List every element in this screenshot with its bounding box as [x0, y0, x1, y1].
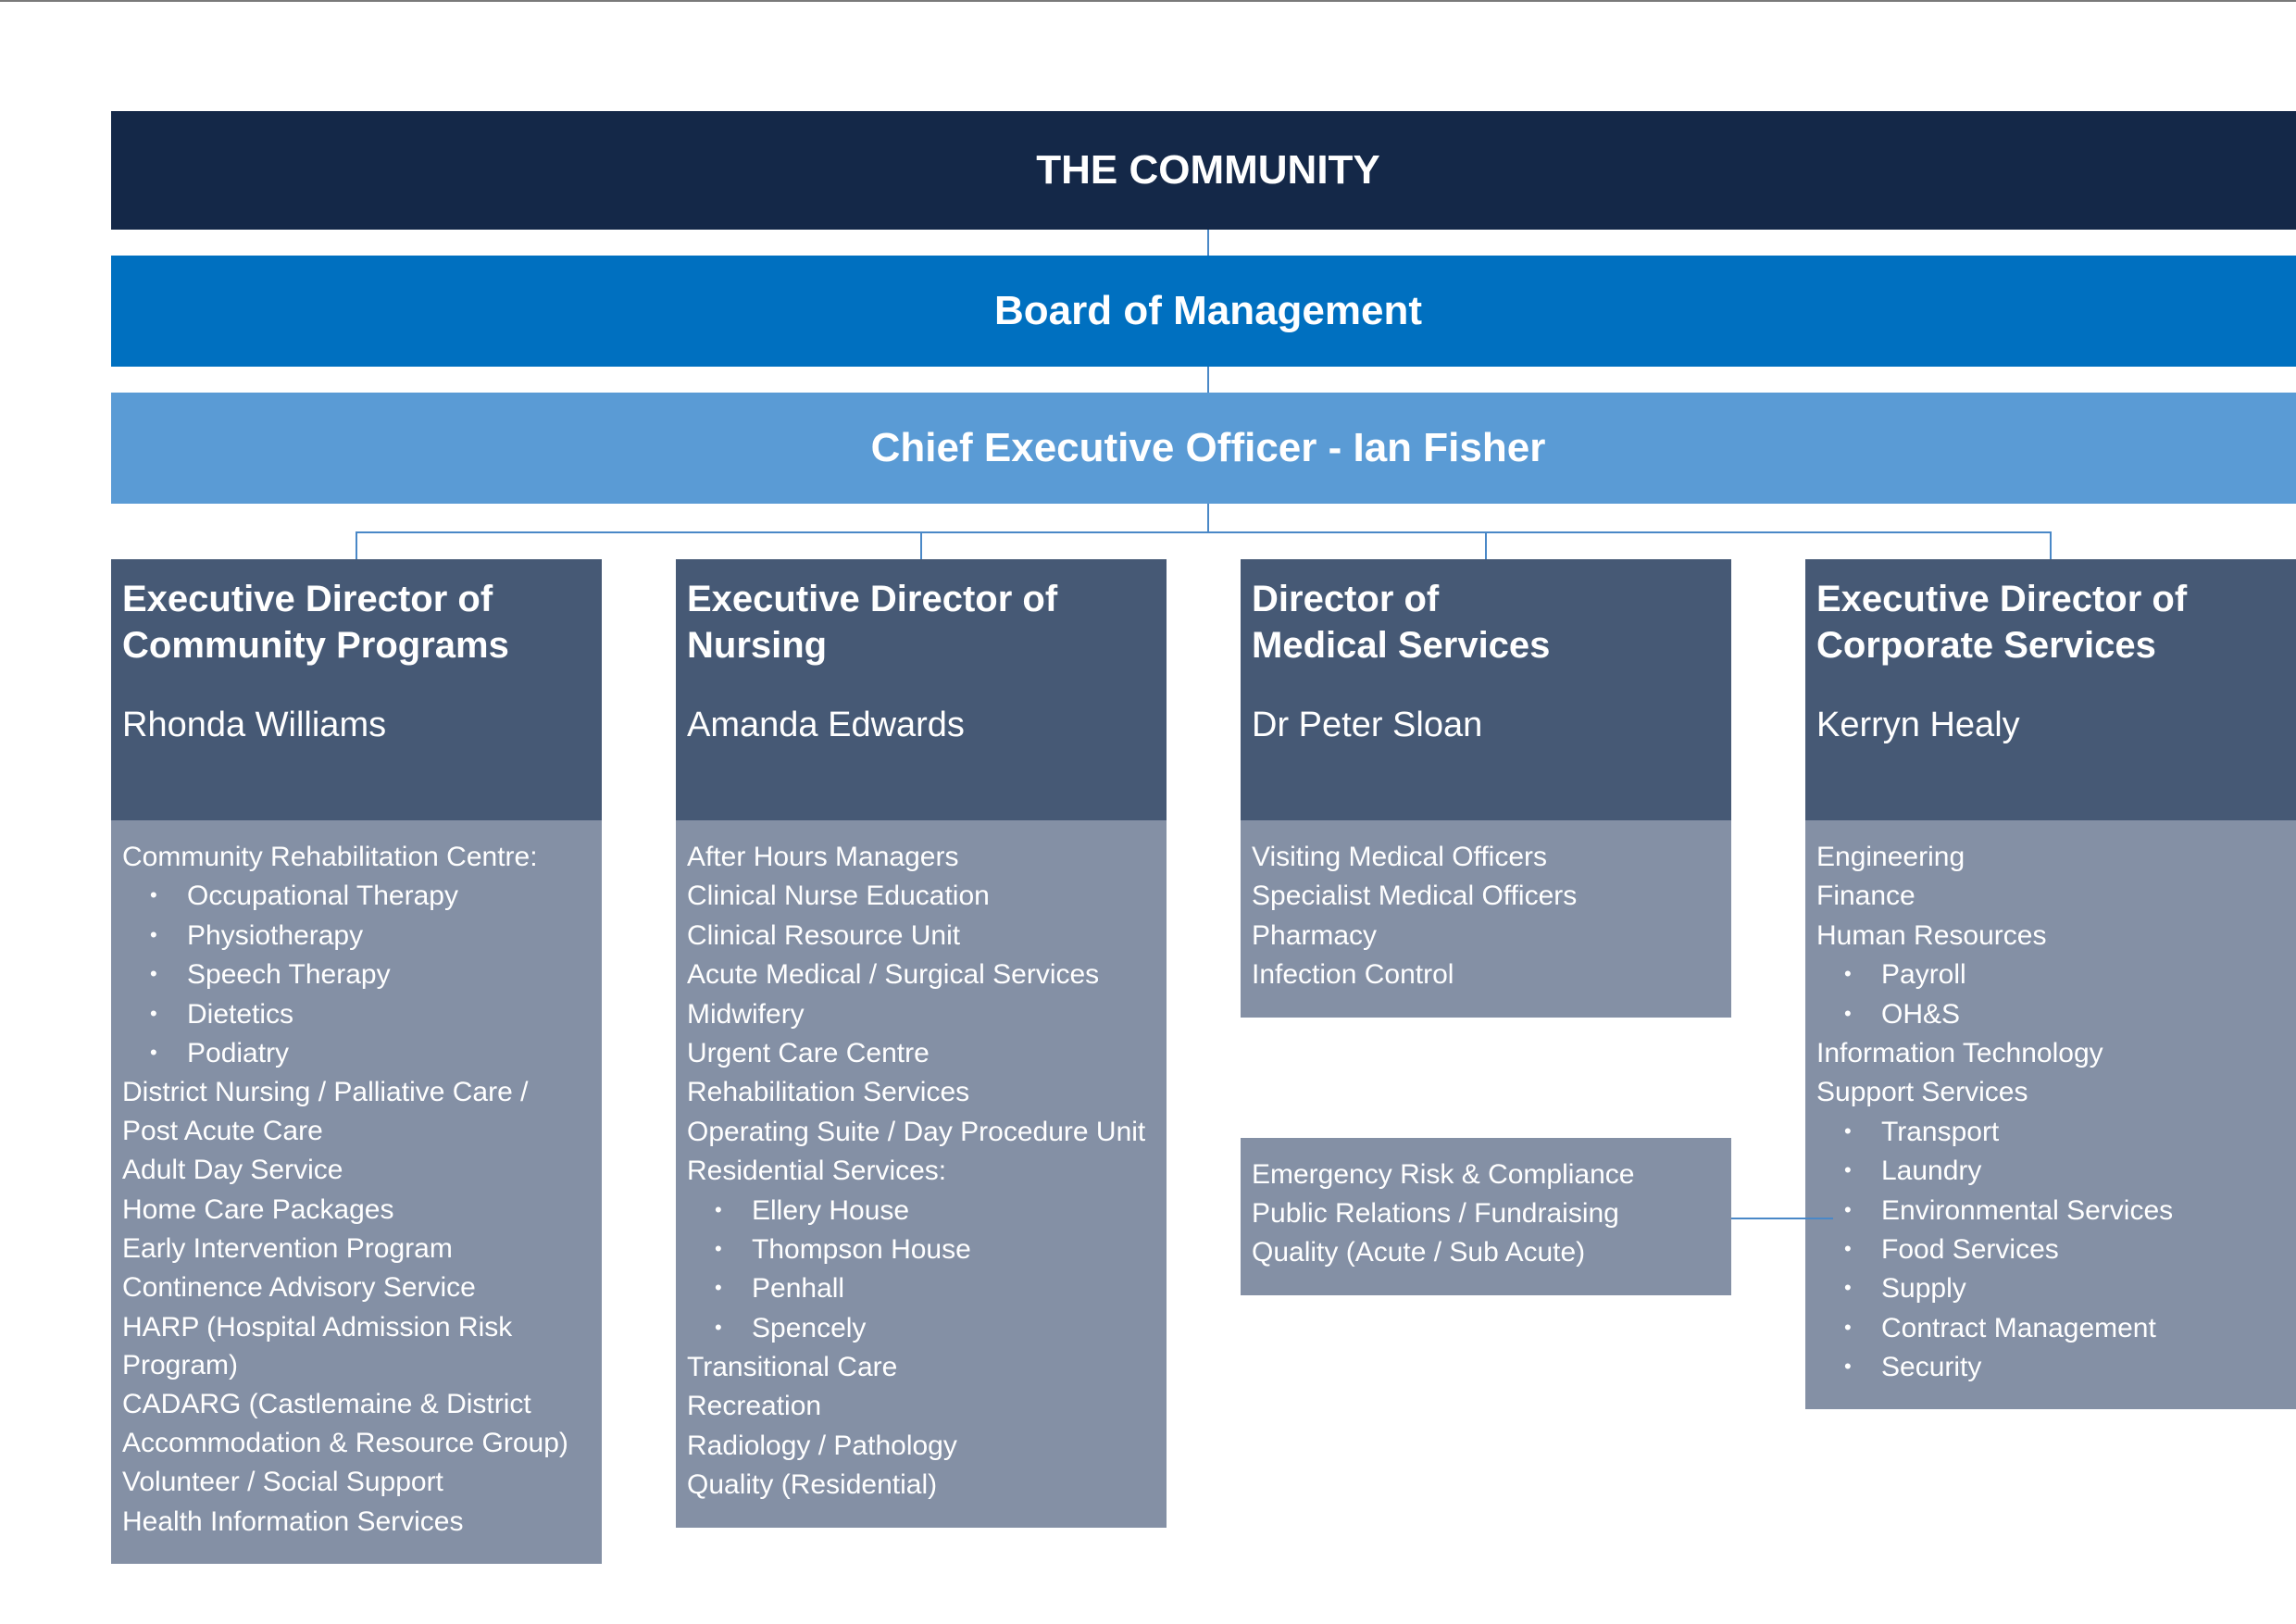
list-item: Continence Advisory Service	[122, 1268, 591, 1306]
list-item: Payroll	[1816, 956, 2285, 993]
column-3: Executive Director of Corporate Services…	[1805, 559, 2296, 1409]
level2-bar: Board of Management	[111, 256, 2296, 367]
list-item: Transitional Care	[687, 1348, 1155, 1386]
list-item: Supply	[1816, 1269, 2285, 1307]
list-item: Home Care Packages	[122, 1191, 591, 1229]
list-item: Contract Management	[1816, 1309, 2285, 1347]
list-item: CADARG (Castlemaine & District Accommoda…	[122, 1385, 591, 1462]
list-item: Quality (Acute / Sub Acute)	[1252, 1233, 1720, 1271]
connector-2-3	[1207, 367, 1209, 393]
org-chart-canvas: THE COMMUNITY Board of Management Chief …	[111, 111, 2296, 1564]
column-person-name: Rhonda Williams	[122, 706, 591, 745]
list-item: Quality (Residential)	[687, 1466, 1155, 1504]
connector-rake	[111, 504, 2296, 559]
column-title: Executive Director of Corporate Services	[1816, 576, 2285, 668]
list-item: Adult Day Service	[122, 1151, 591, 1189]
list-item: Security	[1816, 1348, 2285, 1386]
list-item: Residential Services:	[687, 1152, 1155, 1190]
level3-bar: Chief Executive Officer - Ian Fisher	[111, 393, 2296, 504]
column-header: Executive Director of Community Programs…	[111, 559, 602, 820]
list-item: Emergency Risk & Compliance	[1252, 1156, 1720, 1193]
list-item: Specialist Medical Officers	[1252, 877, 1720, 915]
column-body: Visiting Medical OfficersSpecialist Medi…	[1241, 820, 1731, 1018]
list-item: Dietetics	[122, 995, 591, 1033]
list-item: Engineering	[1816, 838, 2285, 876]
list-item: Recreation	[687, 1387, 1155, 1425]
list-item: After Hours Managers	[687, 838, 1155, 876]
column-title: Executive Director of Nursing	[687, 576, 1155, 668]
column-extra-box: Emergency Risk & CompliancePublic Relati…	[1241, 1138, 1731, 1295]
column-body: Community Rehabilitation Centre:Occupati…	[111, 820, 602, 1564]
level1-bar: THE COMMUNITY	[111, 111, 2296, 230]
list-item: Human Resources	[1816, 917, 2285, 955]
list-item: Acute Medical / Surgical Services	[687, 956, 1155, 993]
column-title: Director ofMedical Services	[1252, 576, 1720, 668]
column-header: Executive Director of Corporate Services…	[1805, 559, 2296, 820]
connector-1-2	[1207, 230, 1209, 256]
level2-label: Board of Management	[994, 288, 1422, 334]
list-item: Rehabilitation Services	[687, 1073, 1155, 1111]
list-item: Visiting Medical Officers	[1252, 838, 1720, 876]
list-item: Urgent Care Centre	[687, 1034, 1155, 1072]
list-item: Public Relations / Fundraising	[1252, 1194, 1720, 1232]
list-item: Transport	[1816, 1113, 2285, 1151]
list-item: Speech Therapy	[122, 956, 591, 993]
column-body: EngineeringFinanceHuman ResourcesPayroll…	[1805, 820, 2296, 1409]
column-2: Director ofMedical Services Dr Peter Sloa…	[1241, 559, 1731, 1295]
level3-label: Chief Executive Officer - Ian Fisher	[871, 425, 1546, 471]
list-item: Health Information Services	[122, 1503, 591, 1541]
list-item: Occupational Therapy	[122, 877, 591, 915]
list-item: Physiotherapy	[122, 917, 591, 955]
column-person-name: Dr Peter Sloan	[1252, 706, 1720, 745]
list-item: OH&S	[1816, 995, 2285, 1033]
list-item: Operating Suite / Day Procedure Unit	[687, 1113, 1155, 1151]
list-item: Support Services	[1816, 1073, 2285, 1111]
list-item: Pharmacy	[1252, 917, 1720, 955]
page: THE COMMUNITY Board of Management Chief …	[0, 0, 2296, 1624]
list-item: Penhall	[687, 1269, 1155, 1307]
list-item: Laundry	[1816, 1152, 2285, 1190]
column-body: After Hours ManagersClinical Nurse Educa…	[676, 820, 1167, 1528]
list-item: Early Intervention Program	[122, 1230, 591, 1268]
level1-label: THE COMMUNITY	[1036, 147, 1380, 194]
list-item: Podiatry	[122, 1034, 591, 1072]
list-item: Spencely	[687, 1309, 1155, 1347]
list-item: HARP (Hospital Admission Risk Program)	[122, 1308, 591, 1385]
column-header: Director ofMedical Services Dr Peter Sloa…	[1241, 559, 1731, 820]
list-item: Clinical Resource Unit	[687, 917, 1155, 955]
column-person-name: Kerryn Healy	[1816, 706, 2285, 745]
list-item: Ellery House	[687, 1192, 1155, 1230]
column-0: Executive Director of Community Programs…	[111, 559, 602, 1564]
list-item: Clinical Nurse Education	[687, 877, 1155, 915]
list-item: Environmental Services	[1816, 1192, 2285, 1230]
columns-row: Executive Director of Community Programs…	[111, 559, 2296, 1564]
column-1: Executive Director of Nursing Amanda Edwa…	[676, 559, 1167, 1528]
list-item: Finance	[1816, 877, 2285, 915]
list-item: District Nursing / Palliative Care / Pos…	[122, 1073, 591, 1150]
list-item: Volunteer / Social Support	[122, 1463, 591, 1501]
list-item: Thompson House	[687, 1230, 1155, 1268]
list-item: Infection Control	[1252, 956, 1720, 993]
list-item: Food Services	[1816, 1230, 2285, 1268]
list-item: Information Technology	[1816, 1034, 2285, 1072]
list-item: Midwifery	[687, 995, 1155, 1033]
column-header: Executive Director of Nursing Amanda Edwa…	[676, 559, 1167, 820]
column-person-name: Amanda Edwards	[687, 706, 1155, 745]
list-item: Radiology / Pathology	[687, 1427, 1155, 1465]
column-title: Executive Director of Community Programs	[122, 576, 591, 668]
list-item: Community Rehabilitation Centre:	[122, 838, 591, 876]
